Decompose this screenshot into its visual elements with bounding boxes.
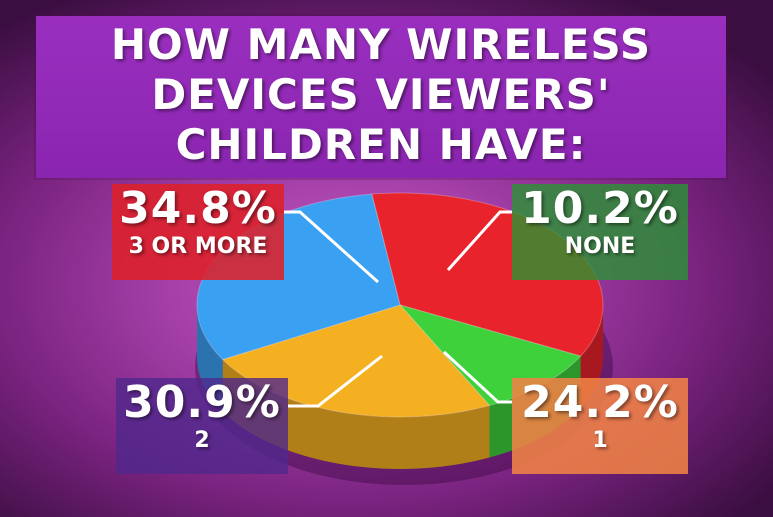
label-box-2: 30.9% 2 <box>116 378 288 474</box>
label-box-3-or-more: 34.8% 3 OR MORE <box>112 184 284 280</box>
pie-slice-1 <box>221 304 491 418</box>
leader-line-2 <box>288 354 383 408</box>
title-banner <box>36 16 726 178</box>
category-label-1: 1 <box>592 428 608 453</box>
chart-title: HOW MANY WIRELESS DEVICES VIEWERS' CHILD… <box>36 20 726 170</box>
title-line-3: CHILDREN HAVE: <box>175 120 587 169</box>
category-label-2: 2 <box>194 428 210 453</box>
category-label-3-or-more: 3 OR MORE <box>128 234 268 259</box>
pct-label-2: 30.9% <box>123 377 281 428</box>
pct-label-none: 10.2% <box>521 183 679 234</box>
label-box-none: 10.2% NONE <box>512 184 688 280</box>
leader-line-1 <box>442 350 512 404</box>
title-line-1: HOW MANY WIRELESS <box>110 20 652 69</box>
category-label-none: NONE <box>564 234 636 259</box>
leader-line-none <box>446 210 512 272</box>
title-line-2: DEVICES VIEWERS' <box>151 70 611 119</box>
pct-label-3-or-more: 34.8% <box>119 183 277 234</box>
label-box-1: 24.2% 1 <box>512 378 688 474</box>
pct-label-1: 24.2% <box>521 377 679 428</box>
pie-side-1 <box>222 359 490 469</box>
leader-line-3-or-more <box>284 210 380 284</box>
